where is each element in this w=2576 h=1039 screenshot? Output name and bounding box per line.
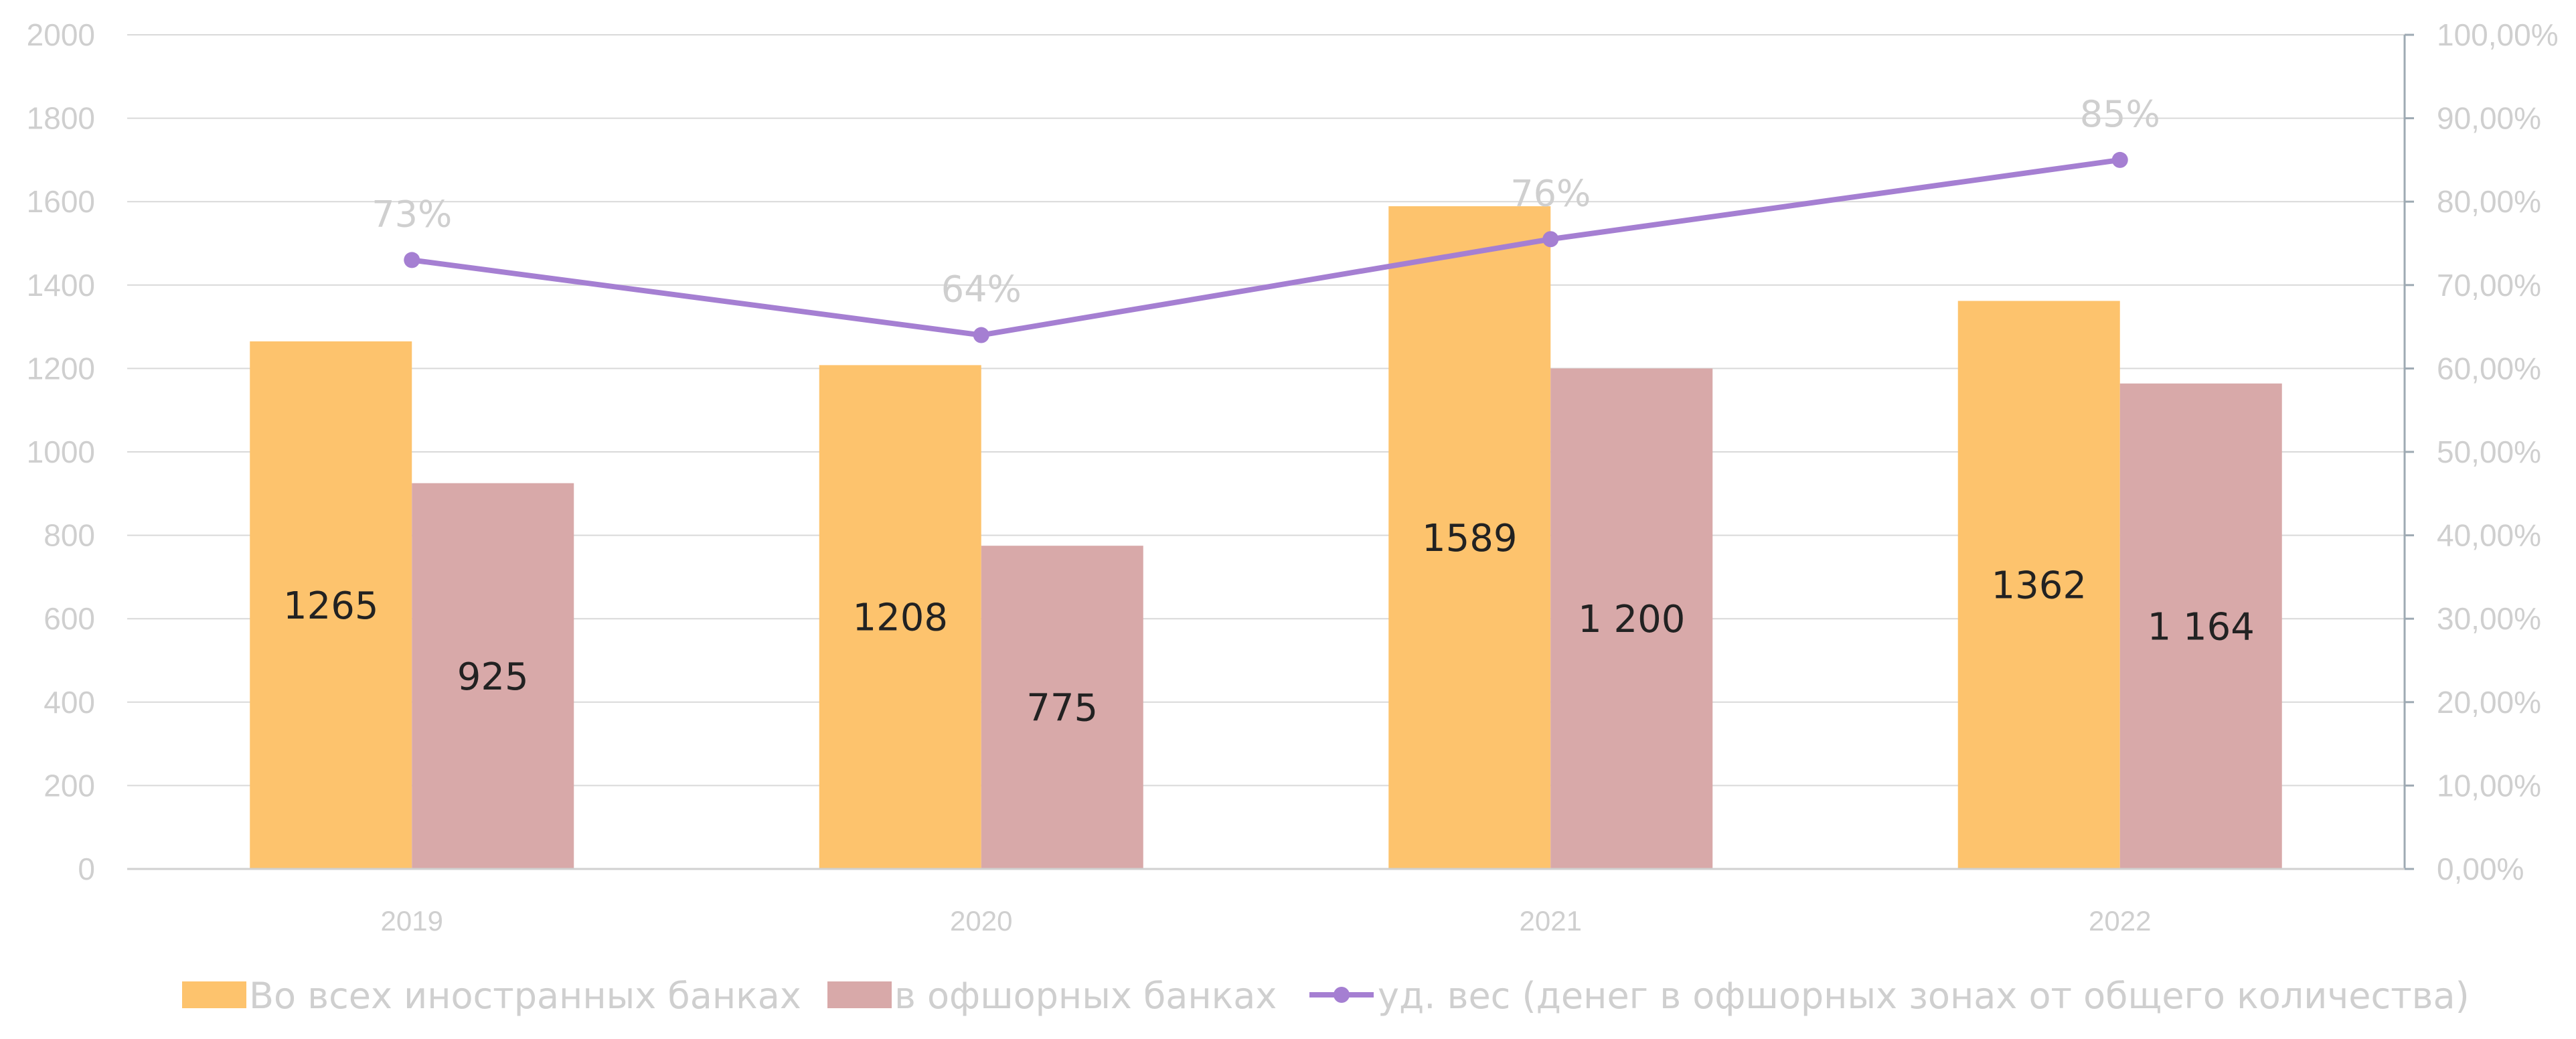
x-tick-label: 2021 (1520, 905, 1582, 937)
y-tick-label: 0 (78, 852, 95, 886)
y-tick-label: 1400 (27, 268, 95, 303)
x-tick-label: 2022 (2089, 905, 2151, 937)
bar-offshore-banks (412, 483, 574, 869)
share-point (1542, 231, 1559, 248)
bar-all-foreign-banks (1388, 206, 1551, 870)
y2-tick-label: 80,00% (2437, 184, 2541, 219)
share-point (973, 327, 989, 343)
y2-tick-label: 30,00% (2437, 601, 2541, 636)
bar-label-all-foreign-banks: 1362 (1991, 564, 2087, 608)
legend-label-offshore-banks: в офшорных банках (894, 975, 1277, 1017)
bar-offshore-banks (981, 546, 1143, 869)
legend-label-share: уд. вес (денег в офшорных зонах от общег… (1378, 975, 2470, 1017)
x-tick-label: 2020 (950, 905, 1012, 937)
bar-label-all-foreign-banks: 1208 (852, 596, 948, 640)
bar-all-foreign-banks (819, 365, 981, 869)
x-tick-label: 2019 (381, 905, 443, 937)
y2-tick-label: 70,00% (2437, 268, 2541, 303)
bar-label-all-foreign-banks: 1589 (1422, 517, 1518, 560)
y2-tick-label: 20,00% (2437, 685, 2541, 720)
y2-tick-label: 100,00% (2437, 17, 2559, 52)
share-line (411, 157, 2121, 338)
bar-label-offshore-banks: 1 164 (2148, 605, 2255, 649)
share-point-label: 73% (372, 193, 452, 235)
bar-offshore-banks (1550, 368, 1713, 869)
y2-tick-label: 40,00% (2437, 518, 2541, 553)
legend-swatch-offshore-banks (827, 981, 892, 1008)
share-point-label: 85% (2080, 93, 2160, 135)
legend-swatch-all-foreign-banks (182, 981, 246, 1008)
bar-offshore-banks (2119, 383, 2282, 869)
share-point (404, 252, 420, 268)
y-tick-label: 1000 (27, 434, 95, 469)
share-point (2111, 151, 2128, 168)
bar-all-foreign-banks (1957, 301, 2120, 869)
legend-marker-share (1334, 987, 1350, 1003)
y-tick-label: 600 (44, 601, 95, 636)
y-tick-label: 400 (44, 685, 95, 720)
legend-label-all-foreign-banks: Во всех иностранных банках (249, 975, 801, 1017)
y2-tick-label: 90,00% (2437, 101, 2541, 136)
y-tick-label: 1200 (27, 351, 95, 386)
bar-all-foreign-banks (250, 341, 412, 869)
bar-label-offshore-banks: 775 (1026, 687, 1098, 730)
y2-tick-label: 0,00% (2437, 852, 2524, 886)
y-tick-label: 1600 (27, 184, 95, 219)
bar-label-offshore-banks: 1 200 (1578, 598, 1685, 641)
y2-tick-label: 60,00% (2437, 351, 2541, 386)
y2-tick-label: 50,00% (2437, 434, 2541, 469)
y2-tick-label: 10,00% (2437, 768, 2541, 803)
y-tick-label: 800 (44, 518, 95, 553)
bar-label-all-foreign-banks: 1265 (283, 584, 379, 628)
bar-label-offshore-banks: 925 (457, 655, 529, 699)
y-tick-label: 1800 (27, 101, 95, 136)
y-tick-label: 200 (44, 768, 95, 803)
share-point-label: 64% (941, 268, 1022, 311)
share-point-label: 76% (1510, 172, 1591, 214)
y-tick-label: 2000 (27, 17, 95, 52)
